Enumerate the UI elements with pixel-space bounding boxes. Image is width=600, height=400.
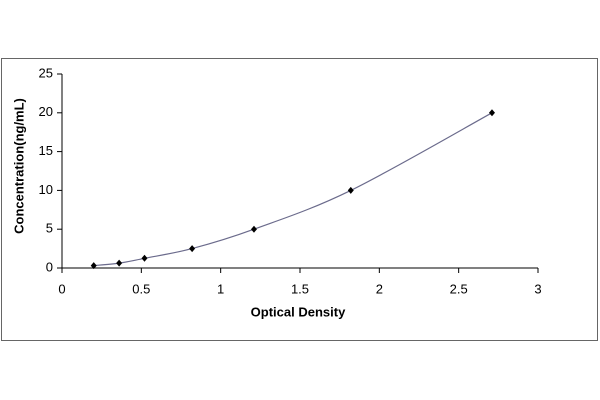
data-point	[90, 262, 97, 270]
y-tick-label: 5	[46, 221, 53, 236]
data-point	[189, 245, 196, 253]
x-tick-label: 0.5	[132, 281, 150, 296]
x-tick-label: 2.5	[450, 281, 468, 296]
y-axis-label: Concentration(ng/mL)	[11, 98, 26, 234]
y-tick-label: 0	[46, 259, 53, 274]
data-point	[488, 109, 495, 117]
x-tick-label: 3	[534, 281, 541, 296]
y-tick-label: 25	[39, 65, 53, 80]
y-tick-label: 10	[39, 182, 53, 197]
x-tick-label: 1	[217, 281, 224, 296]
x-tick-label: 1.5	[291, 281, 309, 296]
curve	[93, 112, 493, 267]
y-tick-label: 20	[39, 104, 53, 119]
data-point	[250, 225, 257, 233]
chart-frame	[1, 58, 598, 341]
data-point	[347, 186, 354, 194]
x-tick-label: 0	[58, 281, 65, 296]
x-axis-label: Optical Density	[251, 304, 346, 319]
x-tick-label: 2	[376, 281, 383, 296]
data-point	[116, 259, 123, 267]
y-tick-label: 15	[39, 143, 53, 158]
data-point	[141, 254, 148, 262]
